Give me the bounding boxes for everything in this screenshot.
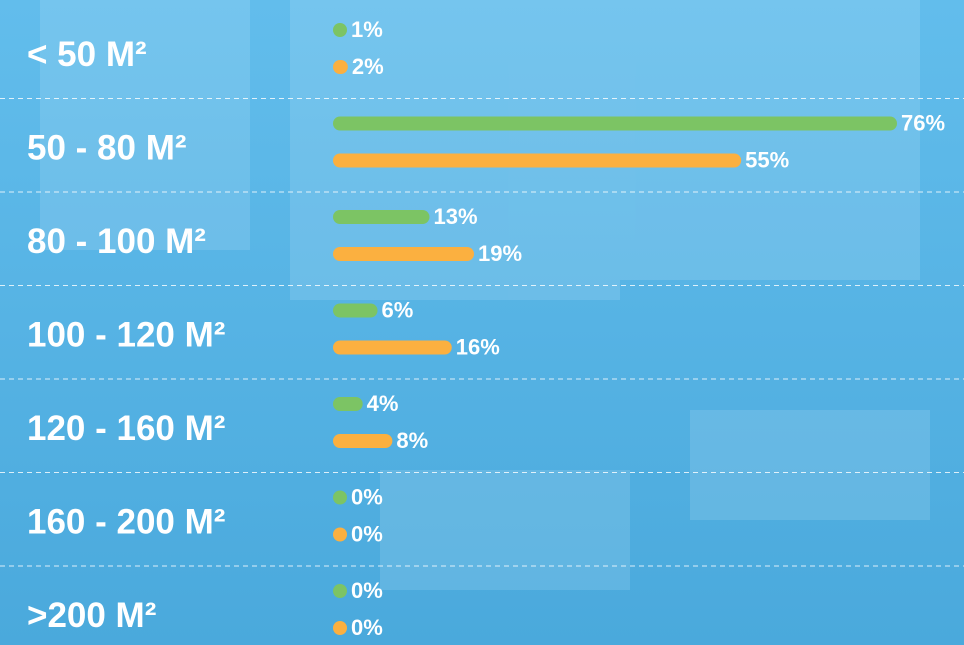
value-label: 19% (478, 241, 522, 266)
value-label: 0% (351, 578, 383, 603)
bar (333, 23, 347, 37)
bar (333, 434, 392, 448)
value-label: 0% (351, 615, 383, 640)
category-label: 120 - 160 M² (27, 409, 225, 448)
category-label: < 50 M² (27, 35, 147, 74)
value-label: 2% (352, 54, 384, 79)
value-label: 16% (456, 334, 500, 359)
category-label: 80 - 100 M² (27, 222, 206, 261)
category-label: 160 - 200 M² (27, 503, 225, 542)
bar (333, 584, 347, 598)
category-label: 50 - 80 M² (27, 129, 187, 168)
value-label: 6% (382, 297, 414, 322)
value-label: 1% (351, 17, 383, 42)
value-label: 8% (396, 428, 428, 453)
value-label: 0% (351, 484, 383, 509)
bar (333, 341, 452, 355)
bar (333, 528, 347, 542)
bar (333, 154, 741, 168)
bar (333, 60, 348, 74)
value-label: 76% (901, 110, 945, 135)
bar (333, 491, 347, 505)
bar (333, 247, 474, 261)
bar (333, 304, 378, 318)
bar (333, 397, 363, 411)
value-label: 0% (351, 521, 383, 546)
bar (333, 117, 897, 131)
value-label: 4% (367, 391, 399, 416)
bar (333, 210, 429, 224)
value-label: 55% (745, 147, 789, 172)
category-label: 100 - 120 M² (27, 316, 225, 355)
chart: < 50 M² 1% 2% 50 - 80 M² 76% 55% 80 - 100 M² 13… (0, 0, 964, 645)
category-label: >200 M² (27, 596, 156, 635)
value-label: 13% (433, 204, 477, 229)
bar (333, 621, 347, 635)
